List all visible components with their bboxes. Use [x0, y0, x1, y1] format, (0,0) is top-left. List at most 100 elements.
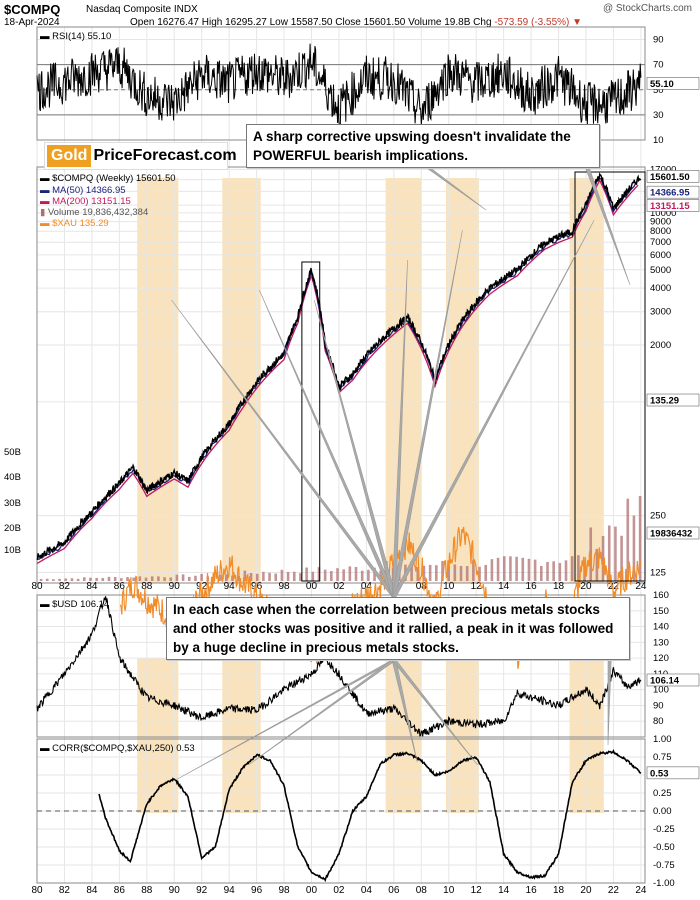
- volume-last-tag: 19836432: [646, 526, 700, 540]
- year-tick-18-0: 18: [553, 581, 565, 592]
- volume-bar-3: [58, 578, 61, 581]
- logo-priceforecast-text: PriceForecast.com: [93, 147, 237, 164]
- year-tick-88-1: 88: [141, 885, 153, 896]
- volume-bar-5: [70, 578, 74, 581]
- volume-bar-0: [39, 578, 43, 581]
- volume-bar-82: [546, 561, 549, 581]
- shade-main-0: [137, 178, 179, 583]
- usd-tick-140: 140: [653, 622, 669, 633]
- rsi-last-tag-box: [646, 77, 700, 90]
- ma50-legend-icon: ▬: [40, 185, 50, 196]
- year-tick-24-1: 24: [635, 885, 647, 896]
- usd-tick-120: 120: [653, 653, 669, 664]
- volume-bar-72: [484, 564, 488, 581]
- shade-main-3: [445, 178, 479, 583]
- volume-bar-24: [187, 576, 191, 581]
- corr-legend: ▬ CORR($COMPQ,$XAU,250) 0.53: [40, 743, 195, 754]
- volume-label: Volume: [408, 17, 442, 28]
- corr-tick-0.75: 0.75: [653, 752, 672, 763]
- rsi-tick-30: 30: [653, 110, 664, 121]
- volume-bar-46: [323, 569, 327, 581]
- volume-bar-39: [280, 569, 284, 581]
- ma50-legend: ▬ MA(50) 14366.95: [40, 185, 126, 196]
- pointer-mid-up-5: [391, 219, 595, 598]
- callout-bearish-implications: A sharp corrective upswing doesn't inval…: [246, 124, 600, 168]
- open-value: 16276.47: [157, 17, 199, 28]
- volume-bar-79: [527, 558, 531, 581]
- volume-bar-42: [299, 573, 302, 581]
- chg-label: Chg: [473, 17, 492, 28]
- volume-bar-21: [169, 577, 173, 581]
- xau-last-tag-text: 135.29: [650, 396, 679, 407]
- corr-tick--1: -1.00: [653, 878, 675, 889]
- usd-tick-160: 160: [653, 590, 669, 601]
- volume-bar-95: [626, 498, 630, 581]
- volume-bar-55: [379, 570, 383, 581]
- rsi-line: [36, 43, 642, 129]
- volume-bar-94: [620, 535, 623, 581]
- main-tick-8000: 8000: [650, 226, 671, 237]
- boxed-period-0: [301, 261, 321, 582]
- volume-bar-48: [336, 568, 339, 581]
- corr-tick--0.75: -0.75: [653, 860, 675, 871]
- volume-bar-40: [286, 571, 290, 581]
- high-value: 16295.27: [225, 17, 267, 28]
- rsi-legend: ▬ RSI(14) 55.10: [40, 31, 111, 42]
- year-tick-90-0: 90: [169, 581, 181, 592]
- compq-legend-text: $COMPQ (Weekly) 15601.50: [52, 173, 176, 184]
- year-tick-20-0: 20: [580, 581, 592, 592]
- low-label: Low: [269, 17, 288, 28]
- year-tick-22-0: 22: [608, 581, 620, 592]
- volume-bar-86: [570, 556, 574, 581]
- year-tick-90-1: 90: [169, 885, 181, 896]
- volume-bar-91: [601, 535, 605, 581]
- year-tick-94-0: 94: [224, 581, 236, 592]
- volume-bar-29: [218, 574, 222, 581]
- open-label: Open: [130, 17, 155, 28]
- shade-main-1: [222, 178, 261, 583]
- corr-legend-icon: ▬: [40, 743, 50, 754]
- volume-bar-41: [292, 571, 296, 581]
- ma200-legend-text: MA(200) 13151.15: [52, 196, 131, 207]
- volume-bar-30: [225, 574, 228, 581]
- usd-last-tag-text: 106.14: [650, 675, 680, 686]
- year-tick-84-1: 84: [86, 885, 98, 896]
- volume-bar-83: [552, 561, 555, 581]
- rsi-last-tag: 55.10: [646, 77, 700, 90]
- year-tick-12-1: 12: [471, 885, 483, 896]
- volume-bar-66: [447, 564, 450, 581]
- corr-last-tag-text: 0.53: [650, 768, 669, 779]
- stockcharts-watermark: @ StockCharts.com: [602, 3, 692, 14]
- year-tick-08-0: 08: [416, 581, 428, 592]
- main-tick-4000: 4000: [650, 283, 671, 294]
- volume-bar-44: [311, 571, 315, 581]
- volume-bar-51: [354, 566, 358, 581]
- year-tick-80-0: 80: [31, 581, 43, 592]
- xau-legend-text: $XAU 135.29: [52, 218, 109, 229]
- volume-bar-87: [577, 555, 580, 581]
- year-tick-10-0: 10: [443, 581, 455, 592]
- volume-bar-75: [502, 556, 506, 581]
- usd-tick-130: 130: [653, 637, 669, 648]
- volume-bar-4: [64, 578, 68, 581]
- volume-bar-26: [200, 573, 203, 581]
- year-tick-80-1: 80: [31, 885, 43, 896]
- volume-bar-73: [490, 559, 494, 581]
- volume-legend: ▮ Volume 19,836,432,384: [40, 207, 148, 218]
- year-tick-88-0: 88: [141, 581, 153, 592]
- year-tick-92-1: 92: [196, 885, 208, 896]
- year-tick-14-1: 14: [498, 885, 510, 896]
- main-tick-2000: 2000: [650, 340, 671, 351]
- volume-bar-20: [163, 577, 166, 581]
- corr-tick--0.25: -0.25: [653, 824, 675, 835]
- main-tick-6000: 6000: [650, 250, 671, 261]
- volume-bar-63: [428, 564, 432, 581]
- year-tick-10-1: 10: [443, 885, 455, 896]
- ma50-last-tag: 14366.95: [646, 185, 700, 199]
- volume-bar-12: [113, 576, 117, 581]
- year-tick-82-1: 82: [59, 885, 71, 896]
- volume-bar-36: [262, 571, 265, 581]
- xau-legend-icon: ▬: [40, 218, 50, 229]
- volume-axis-40B: 40B: [4, 472, 21, 483]
- xau-legend: ▬ $XAU 135.29: [40, 218, 109, 229]
